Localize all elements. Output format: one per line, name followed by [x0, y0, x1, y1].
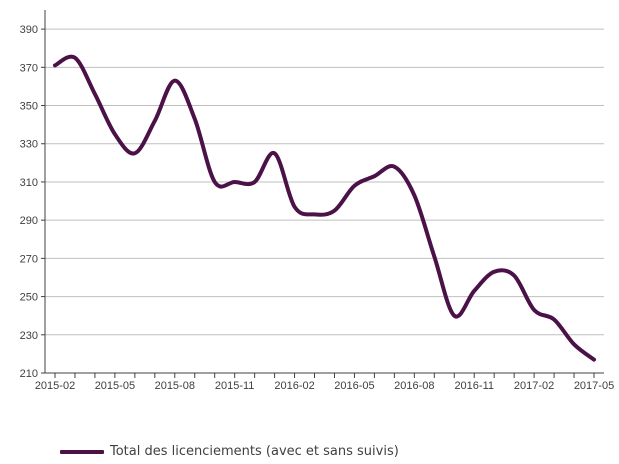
y-tick-label: 210 [20, 368, 38, 380]
series-lines [53, 54, 596, 362]
x-tick-label: 2015-11 [215, 380, 255, 392]
legend-label: Total des licenciements (avec et sans su… [110, 444, 399, 459]
y-tick-label: 330 [20, 139, 38, 151]
series-line [53, 54, 596, 362]
y-axis-ticks: 210 230 250 270 290 310 330 350 370 390 [20, 24, 45, 380]
y-tick-label: 290 [20, 215, 38, 227]
x-tick-label: 2015-05 [95, 380, 135, 392]
x-tick-label: 2017-05 [574, 380, 614, 392]
y-tick-label: 370 [20, 62, 38, 74]
x-tick-label: 2016-11 [454, 380, 494, 392]
legend-swatch [60, 449, 104, 454]
gridlines [45, 28, 604, 336]
y-tick-label: 270 [20, 253, 38, 265]
x-tick-label: 2016-08 [394, 380, 434, 392]
y-tick-label: 250 [20, 292, 38, 304]
y-tick-label: 310 [20, 177, 38, 189]
x-tick-label: 2016-05 [334, 380, 374, 392]
x-axis-ticks: 2015-02 2015-05 2015-08 2015-11 2016-02 2016-… [35, 373, 614, 392]
x-tick-label: 2016-02 [274, 380, 314, 392]
axes [44, 10, 604, 374]
y-tick-label: 350 [20, 101, 38, 113]
y-tick-label: 390 [20, 24, 38, 36]
legend: Total des licenciements (avec et sans su… [60, 444, 399, 459]
y-tick-label: 230 [20, 330, 38, 342]
x-tick-label: 2017-02 [514, 380, 554, 392]
x-tick-label: 2015-02 [35, 380, 75, 392]
x-tick-label: 2015-08 [155, 380, 195, 392]
